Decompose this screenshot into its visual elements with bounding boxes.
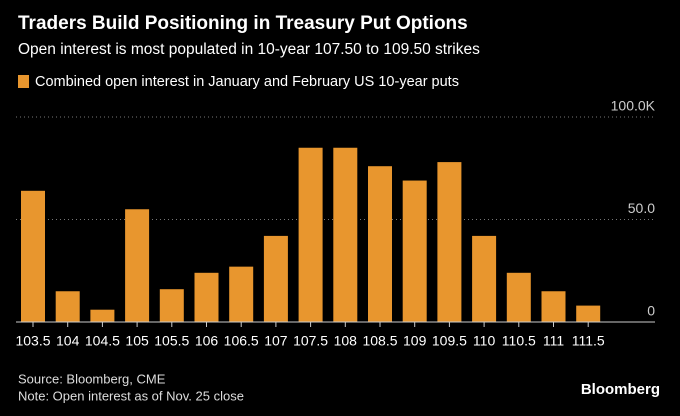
chart-title: Traders Build Positioning in Treasury Pu… (18, 13, 468, 34)
y-tick-label: 0 (647, 303, 655, 319)
brand: Bloomberg (581, 381, 660, 398)
bar (21, 190, 45, 322)
x-tick-label: 108.5 (362, 333, 397, 349)
bar (333, 147, 358, 322)
note: Note: Open interest as of Nov. 25 close (18, 388, 244, 403)
x-tick-label: 110.5 (502, 333, 536, 349)
legend-label: Combined open interest in January and Fe… (35, 74, 459, 90)
x-tick-label: 105 (125, 333, 149, 349)
x-tick-label: 109 (403, 333, 427, 349)
x-tick-label: 103.5 (15, 333, 50, 349)
x-tick-label: 111.5 (572, 333, 605, 349)
legend-swatch (18, 75, 29, 88)
bar (55, 291, 80, 322)
bar (298, 147, 323, 322)
x-tick-label: 106 (195, 333, 219, 349)
x-tick-label: 107.5 (293, 333, 328, 349)
x-tick-label: 107 (264, 333, 288, 349)
bar (125, 209, 150, 322)
source: Source: Bloomberg, CME (18, 371, 166, 386)
bar (368, 166, 392, 322)
x-tick-label: 111 (543, 333, 564, 349)
x-tick-label: 110 (473, 333, 496, 349)
x-tick-label: 104.5 (85, 333, 120, 349)
bar (90, 309, 115, 322)
x-tick-label: 106.5 (224, 333, 259, 349)
x-tick-label: 105.5 (154, 333, 189, 349)
x-tick-label: 108 (334, 333, 358, 349)
x-tick-label: 109.5 (432, 333, 467, 349)
bar (576, 305, 601, 322)
bar (159, 289, 184, 322)
bar (541, 291, 566, 322)
bar (402, 180, 427, 322)
x-tick-label: 104 (56, 333, 80, 349)
bar (472, 235, 497, 322)
y-tick-label: 100.0K (611, 98, 656, 114)
bar (229, 266, 254, 322)
bar (437, 162, 462, 322)
chart-subtitle: Open interest is most populated in 10-ye… (18, 41, 480, 58)
bar (506, 272, 531, 322)
bar (263, 235, 288, 322)
bar (194, 272, 219, 322)
y-tick-label: 50.0 (628, 200, 655, 216)
